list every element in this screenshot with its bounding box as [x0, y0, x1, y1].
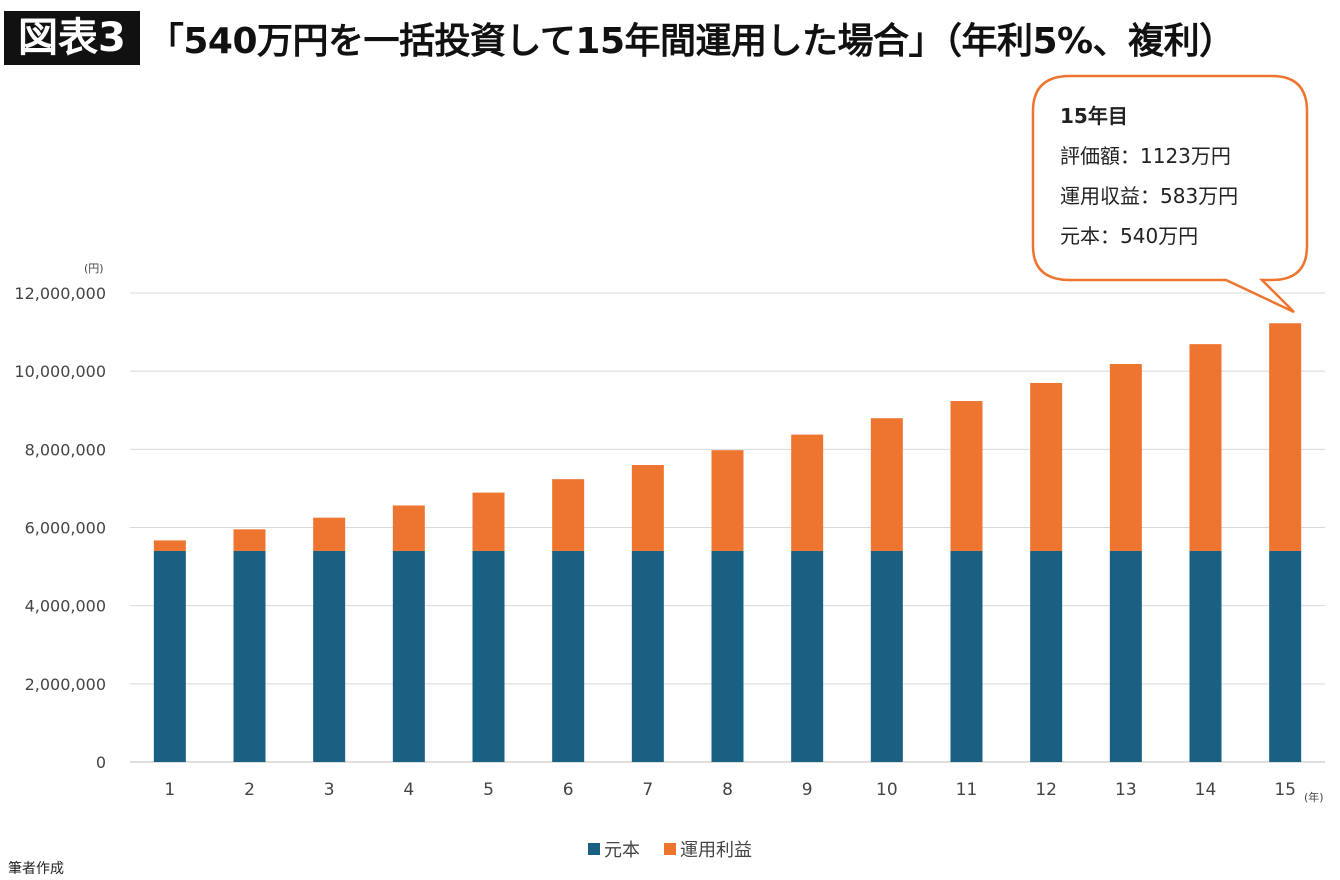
y-unit-label: (円)	[84, 262, 104, 275]
bar-profit	[1269, 323, 1302, 551]
bar-principal	[791, 550, 824, 762]
bar-principal	[1269, 550, 1302, 762]
legend-label-profit: 運用利益	[680, 840, 752, 861]
bar-profit	[631, 465, 664, 551]
chart-header: 図表3 「540万円を一括投資して15年間運用した場合」（年利5%、複利）	[4, 10, 1235, 66]
y-tick-label: 2,000,000	[25, 675, 106, 694]
bar-principal	[153, 550, 186, 762]
x-tick-label: 3	[324, 780, 335, 800]
x-tick-label: 14	[1195, 780, 1217, 800]
bar-principal	[392, 550, 425, 762]
legend-item-profit: 運用利益	[664, 836, 752, 862]
legend-item-principal: 元本	[588, 836, 640, 862]
bar-principal	[233, 550, 266, 762]
legend-swatch-principal	[588, 843, 600, 855]
bar-profit	[1030, 382, 1063, 551]
legend: 元本 運用利益	[0, 836, 1340, 862]
bar-principal	[313, 550, 346, 762]
bar-profit	[552, 479, 585, 551]
x-tick-label: 5	[483, 780, 494, 800]
y-tick-label: 12,000,000	[14, 284, 106, 303]
x-tick-label: 15	[1274, 780, 1296, 800]
bar-principal	[631, 550, 664, 762]
x-tick-label: 4	[403, 780, 414, 800]
bar-profit	[313, 517, 346, 551]
callout-text: 15年目 評価額：1123万円 運用収益：583万円 元本：540万円	[1060, 96, 1300, 256]
bar-profit	[153, 540, 186, 551]
x-tick-label: 6	[563, 780, 574, 800]
y-tick-label: 10,000,000	[14, 362, 106, 381]
y-tick-label: 0	[96, 753, 106, 772]
bar-principal	[870, 550, 903, 762]
x-tick-label: 2	[244, 780, 255, 800]
x-tick-label: 13	[1115, 780, 1137, 800]
tick-labels: 0 2,000,000 4,000,000 6,000,000 8,000,000 10,…	[14, 284, 1296, 800]
x-tick-label: 11	[956, 780, 978, 800]
bar-principal	[552, 550, 585, 762]
bar-profit	[1189, 344, 1222, 551]
figure-tag: 図表3	[4, 11, 140, 65]
bar-principal	[711, 550, 744, 762]
x-tick-label: 1	[164, 780, 175, 800]
x-tick-label: 10	[876, 780, 898, 800]
bar-profit	[791, 434, 824, 551]
x-tick-label: 12	[1035, 780, 1057, 800]
callout-line: 運用収益：583万円	[1060, 184, 1239, 208]
bars	[153, 323, 1302, 762]
callout-line: 元本：540万円	[1060, 224, 1199, 248]
y-tick-label: 6,000,000	[25, 519, 106, 538]
bar-profit	[233, 529, 266, 551]
x-unit-label: (年)	[1304, 790, 1324, 804]
y-tick-label: 4,000,000	[25, 597, 106, 616]
bar-profit	[392, 505, 425, 551]
bar-profit	[1109, 364, 1142, 551]
bar-profit	[870, 418, 903, 551]
chart-title: 「540万円を一括投資して15年間運用した場合」（年利5%、複利）	[147, 21, 1235, 62]
bar-profit	[950, 401, 983, 551]
bar-profit	[711, 450, 744, 551]
callout-bubble	[1031, 74, 1309, 314]
legend-swatch-profit	[664, 843, 676, 855]
y-tick-label: 8,000,000	[25, 440, 106, 459]
bar-principal	[950, 550, 983, 762]
bar-principal	[1030, 550, 1063, 762]
x-tick-label: 7	[642, 780, 653, 800]
stacked-bar-chart: 0 2,000,000 4,000,000 6,000,000 8,000,000 10,…	[14, 74, 1325, 804]
legend-label-principal: 元本	[604, 840, 640, 861]
callout-heading: 15年目	[1060, 104, 1128, 128]
bar-principal	[1189, 550, 1222, 762]
bar-profit	[472, 492, 505, 551]
bar-principal	[472, 550, 505, 762]
callout-line: 評価額：1123万円	[1060, 144, 1231, 168]
x-tick-label: 9	[802, 780, 813, 800]
x-tick-label: 8	[722, 780, 733, 800]
bar-principal	[1109, 550, 1142, 762]
source-note: 筆者作成	[8, 861, 64, 877]
